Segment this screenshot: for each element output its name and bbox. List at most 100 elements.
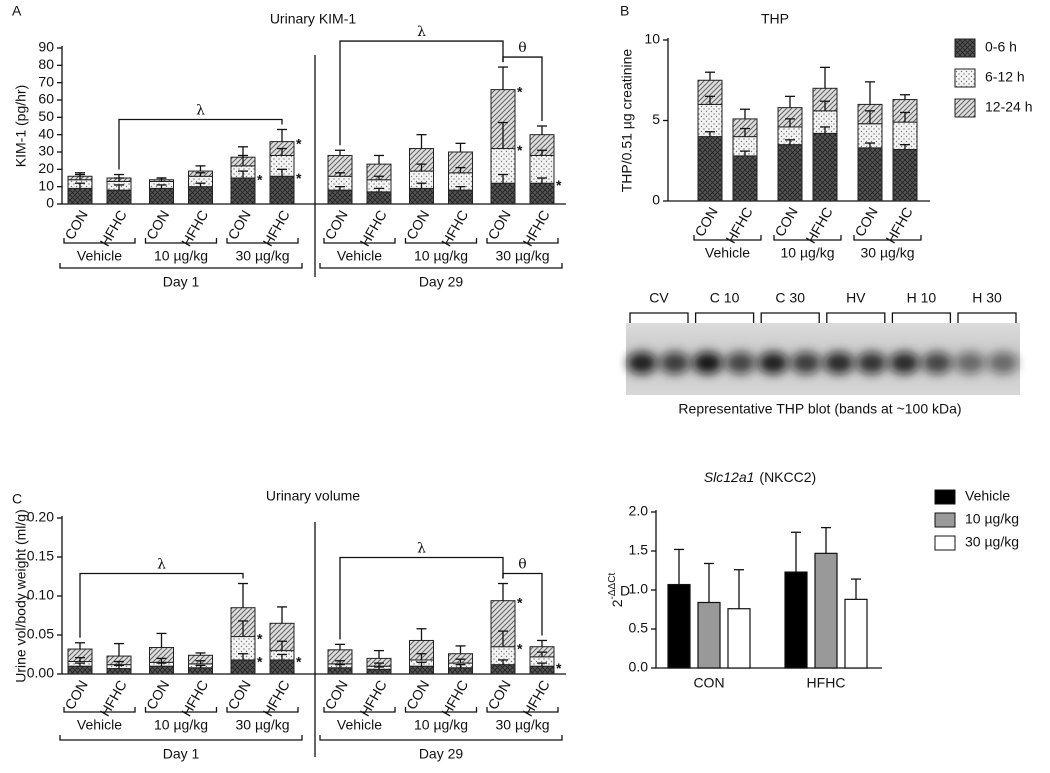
y-tick-label: 70 xyxy=(38,73,54,89)
x-tick-label: CON xyxy=(403,207,432,242)
error-bar xyxy=(455,186,466,191)
significance-label: λ xyxy=(417,24,426,40)
y-tick-label: 90 xyxy=(38,39,54,55)
error-bar xyxy=(900,94,910,100)
error-bar xyxy=(374,154,384,165)
error-bar xyxy=(498,173,508,184)
legend-label: 0-6 h xyxy=(985,39,1017,55)
error-bar xyxy=(851,578,861,600)
legend-swatch xyxy=(934,489,956,505)
y-tick-label: 60 xyxy=(38,91,54,107)
error-bar xyxy=(75,656,85,662)
error-bar xyxy=(455,166,466,173)
legend-swatch xyxy=(954,98,976,118)
significance-star: * xyxy=(296,170,302,186)
bar-segment xyxy=(230,659,256,675)
significance-star: * xyxy=(517,640,523,656)
x-tick-label: CON xyxy=(403,677,432,712)
group-bracket-label: 10 µg/kg xyxy=(781,245,835,261)
chart-title: Slc12a1 (NKCC2) xyxy=(704,469,816,485)
lane-label: C 30 xyxy=(775,290,805,306)
error-bar xyxy=(537,651,547,657)
y-label-sup: -ΔΔCt xyxy=(607,573,618,600)
blot-band xyxy=(659,352,690,374)
y-axis-label: THP/0.51 µg creatinine xyxy=(619,49,635,193)
significance-label: λ xyxy=(157,557,166,573)
x-tick-label: HFHC xyxy=(438,677,471,719)
legend-label: 12-24 h xyxy=(985,99,1032,115)
y-tick-label: 5 xyxy=(652,111,660,127)
error-bar xyxy=(195,664,206,668)
group-bracket xyxy=(226,238,299,244)
error-bar xyxy=(865,142,875,148)
error-bar xyxy=(740,127,750,137)
error-bar xyxy=(820,66,830,89)
x-tick-label: CON xyxy=(691,204,720,239)
lane-label: H 10 xyxy=(907,290,937,306)
panel-letter: B xyxy=(620,3,629,19)
bar-segment xyxy=(269,175,295,205)
significance-star: * xyxy=(296,654,302,670)
group-bracket xyxy=(226,707,299,713)
day-bracket-label: Day 29 xyxy=(419,746,464,762)
group-bracket xyxy=(693,235,762,241)
x-tick-label: CON xyxy=(61,677,90,712)
bar-segment xyxy=(67,665,93,675)
group-bracket-label: Vehicle xyxy=(77,717,122,733)
bar-segment xyxy=(857,147,883,202)
error-bar xyxy=(238,146,248,158)
bar xyxy=(697,601,721,669)
error-bar xyxy=(416,134,427,149)
group-bracket-label: Vehicle xyxy=(705,245,750,261)
error-bar xyxy=(195,652,206,656)
group-bracket-label: 30 µg/kg xyxy=(236,717,290,733)
error-bar xyxy=(114,660,124,665)
error-bar xyxy=(156,177,167,180)
bar-segment xyxy=(409,187,434,205)
bar-segment xyxy=(448,189,473,205)
error-bar xyxy=(335,172,345,177)
blot-band xyxy=(889,352,920,374)
bar-segment xyxy=(732,155,758,202)
group-bracket-label: 30 µg/kg xyxy=(236,248,290,264)
group-bracket-label: 10 µg/kg xyxy=(414,717,468,733)
day-bracket xyxy=(59,263,303,269)
x-tick-label: CON xyxy=(771,204,800,239)
blot-band xyxy=(758,352,789,374)
group-bracket xyxy=(404,707,478,713)
error-bar xyxy=(238,620,248,637)
bar-segment xyxy=(366,191,392,205)
y-tick-label: 0.10 xyxy=(27,587,54,603)
significance-star: * xyxy=(296,135,302,151)
x-tick-label: CON xyxy=(224,677,253,712)
error-bar xyxy=(114,664,124,669)
lane-bracket xyxy=(957,312,1017,323)
blot-band xyxy=(791,352,821,374)
blot-band xyxy=(922,352,953,374)
error-bar xyxy=(734,569,744,609)
error-bar xyxy=(277,147,287,156)
group-bracket xyxy=(63,238,136,244)
significance-star: * xyxy=(556,660,562,676)
error-bar xyxy=(114,173,124,178)
bar-segment xyxy=(409,665,434,675)
legend-swatch xyxy=(934,512,956,528)
day-bracket xyxy=(59,735,303,741)
error-bar xyxy=(455,142,466,152)
significance-star: * xyxy=(257,630,263,646)
error-bar xyxy=(537,149,547,156)
error-bar xyxy=(785,95,795,108)
error-bar xyxy=(374,662,384,667)
significance-star: * xyxy=(556,177,562,193)
day-bracket xyxy=(319,735,563,741)
y-tick-label: 80 xyxy=(38,56,54,72)
bar-segment xyxy=(812,132,838,202)
error-bar xyxy=(156,657,167,663)
error-bar xyxy=(277,653,287,660)
lane-label: C 10 xyxy=(710,290,740,306)
x-tick-label: HFHC xyxy=(97,677,130,719)
error-bar xyxy=(674,548,684,585)
bar-segment xyxy=(106,668,132,675)
x-tick-label: CON xyxy=(321,677,350,712)
